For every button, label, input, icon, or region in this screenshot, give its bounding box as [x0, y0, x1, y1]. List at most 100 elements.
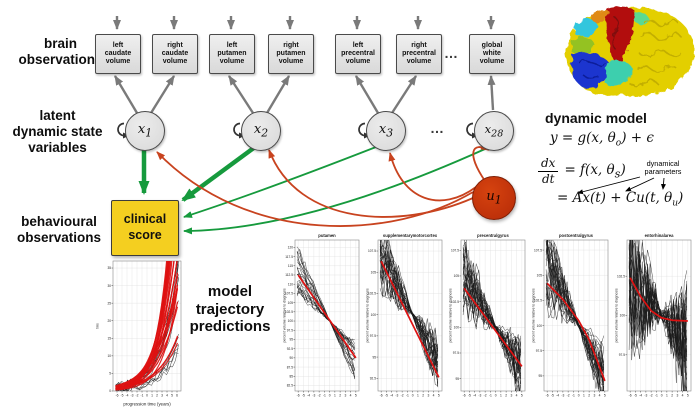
svg-text:4: 4 — [599, 394, 601, 398]
svg-text:-5: -5 — [634, 394, 637, 398]
svg-text:105: 105 — [537, 273, 543, 277]
latent-node-x2: x2 — [241, 111, 281, 151]
svg-text:-1: -1 — [406, 394, 409, 398]
svg-text:4: 4 — [350, 394, 352, 398]
svg-text:-1: -1 — [141, 394, 144, 398]
observation-mapping-arrows — [113, 75, 496, 114]
input-to-state-arrows — [156, 143, 490, 227]
svg-text:percent volume relative to dia: percent volume relative to diagnosis — [532, 288, 536, 342]
dynamic-model-heading: dynamic model — [545, 110, 647, 126]
latent-node-x3: x3 — [366, 111, 406, 151]
svg-text:3: 3 — [344, 394, 346, 398]
svg-text:-1: -1 — [655, 394, 658, 398]
model-trajectory-label: model trajectory predictions — [189, 283, 271, 336]
cortex-orange-region — [591, 10, 610, 24]
svg-text:0: 0 — [661, 394, 663, 398]
svg-text:-3: -3 — [561, 394, 564, 398]
svg-text:15: 15 — [107, 336, 111, 340]
cortex-blue-region — [570, 52, 611, 89]
observation-box-global-white: global white volume — [469, 34, 515, 74]
svg-text:-1: -1 — [323, 394, 326, 398]
svg-text:2: 2 — [505, 394, 507, 398]
svg-text:-1: -1 — [489, 394, 492, 398]
svg-text:-6: -6 — [116, 394, 119, 398]
svg-text:97.5: 97.5 — [287, 328, 293, 332]
svg-text:0: 0 — [329, 394, 331, 398]
svg-text:4: 4 — [433, 394, 435, 398]
latent-node-x28: x28 — [474, 111, 514, 151]
svg-text:0: 0 — [412, 394, 414, 398]
cortex-springgreen-region — [633, 12, 649, 26]
svg-text:107.5: 107.5 — [451, 248, 459, 252]
svg-text:95: 95 — [455, 377, 459, 381]
svg-text:5: 5 — [438, 394, 440, 398]
svg-text:2: 2 — [156, 394, 158, 398]
svg-text:1: 1 — [334, 394, 336, 398]
svg-text:92.5: 92.5 — [287, 347, 293, 351]
svg-text:102.5: 102.5 — [368, 292, 376, 296]
svg-text:1: 1 — [417, 394, 419, 398]
svg-text:107.5: 107.5 — [534, 248, 542, 252]
entorhinal-area-plot: -6 -5 -4 -3 -2 -1 0 1 2 3 4 5 97.5 100 102.5 entorhinal… — [615, 233, 692, 398]
svg-text:-4: -4 — [473, 394, 476, 398]
svg-text:-2: -2 — [318, 394, 321, 398]
svg-text:97.5: 97.5 — [370, 334, 376, 338]
svg-text:1: 1 — [583, 394, 585, 398]
svg-text:30: 30 — [107, 284, 111, 288]
svg-text:105: 105 — [454, 274, 460, 278]
svg-text:5: 5 — [604, 394, 606, 398]
observation-box-left-caudate: left caudate volume — [95, 34, 141, 74]
svg-text:putamen: putamen — [318, 233, 336, 238]
svg-text:97.5: 97.5 — [619, 353, 625, 357]
svg-text:102.5: 102.5 — [451, 300, 459, 304]
observation-box-left-precentral: left precentral volume — [335, 34, 381, 74]
svg-text:3: 3 — [593, 394, 595, 398]
observation-box-left-putamen: left putamen volume — [209, 34, 255, 74]
cortex-red-region — [606, 6, 635, 65]
svg-text:-3: -3 — [395, 394, 398, 398]
svg-text:tms: tms — [96, 323, 100, 329]
svg-text:percent volume relative to dia: percent volume relative to diagnosis — [615, 288, 619, 342]
latent-node-x1: x1 — [125, 111, 165, 151]
svg-text:105: 105 — [371, 270, 377, 274]
gyri-texture — [628, 19, 682, 87]
svg-text:-5: -5 — [302, 394, 305, 398]
svg-text:112.5: 112.5 — [285, 273, 293, 277]
svg-text:postcentralgyrus: postcentralgyrus — [559, 233, 594, 238]
svg-text:100: 100 — [371, 313, 377, 317]
precentral-gyrus-plot: -6 -5 -4 -3 -2 -1 0 1 2 3 4 5 95 97.5 100 102.5 105 107.5… — [449, 233, 526, 398]
svg-text:107.5: 107.5 — [285, 292, 293, 296]
linear-system-equation: = Ax(t) + Cu(t, θu) — [557, 190, 684, 209]
cortex-yellow-region — [566, 7, 695, 97]
svg-text:progression time (years): progression time (years) — [123, 402, 171, 407]
svg-text:0: 0 — [146, 394, 148, 398]
svg-text:0: 0 — [109, 389, 111, 393]
svg-text:-4: -4 — [390, 394, 393, 398]
svg-text:95: 95 — [538, 374, 542, 378]
postcentral-gyrus-plot: -6 -5 -4 -3 -2 -1 0 1 2 3 4 5 95 97.5 100 102.5 105 107.5… — [532, 233, 609, 398]
svg-text:1: 1 — [151, 394, 153, 398]
svg-text:3: 3 — [161, 394, 163, 398]
svg-text:-5: -5 — [551, 394, 554, 398]
svg-text:2: 2 — [422, 394, 424, 398]
svg-text:-2: -2 — [650, 394, 653, 398]
svg-text:0: 0 — [495, 394, 497, 398]
behavioural-observations-label: behavioural observations — [16, 214, 102, 245]
svg-text:-6: -6 — [546, 394, 549, 398]
svg-text:6: 6 — [176, 394, 178, 398]
svg-text:102.5: 102.5 — [617, 274, 625, 278]
svg-text:92.5: 92.5 — [370, 376, 376, 380]
boxes-ellipsis: … — [444, 45, 459, 61]
svg-text:-6: -6 — [297, 394, 300, 398]
state-to-score-arrows — [138, 145, 486, 235]
self-loop-icons — [117, 122, 479, 139]
svg-text:-4: -4 — [556, 394, 559, 398]
svg-text:117.5: 117.5 — [285, 255, 293, 259]
svg-text:35: 35 — [107, 266, 111, 270]
svg-text:107.5: 107.5 — [368, 249, 376, 253]
svg-text:0: 0 — [578, 394, 580, 398]
brain-observations-label: brain observations — [18, 36, 103, 67]
svg-text:-4: -4 — [639, 394, 642, 398]
observation-box-right-caudate: right caudate volume — [152, 34, 198, 74]
